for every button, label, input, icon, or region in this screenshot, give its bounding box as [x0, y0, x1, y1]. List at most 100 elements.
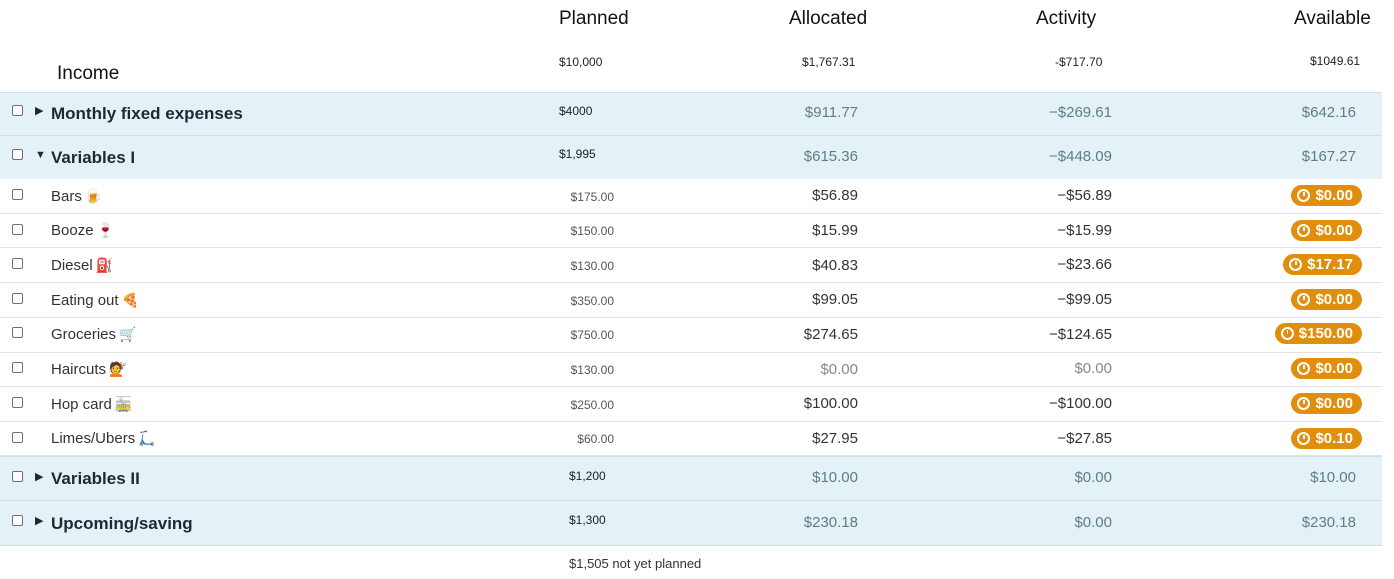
group-planned[interactable]: $1,300: [569, 513, 606, 527]
category-planned[interactable]: $175.00: [570, 190, 614, 204]
available-badge[interactable]: $0.00: [1291, 289, 1362, 310]
category-activity: −$99.05: [1057, 291, 1112, 308]
income-available: $1049.61: [1310, 54, 1361, 68]
category-allocated[interactable]: $56.89: [812, 187, 858, 204]
category-name[interactable]: Booze 🍷: [51, 222, 114, 239]
group-planned[interactable]: $1,995: [559, 147, 596, 161]
category-name[interactable]: Groceries 🛒: [51, 326, 137, 343]
group-checkbox[interactable]: [12, 149, 23, 160]
category-row-hop-card[interactable]: Hop card 🚋 $250.00 $100.00 −$100.00 $0.00: [0, 387, 1382, 422]
available-badge[interactable]: $0.00: [1291, 393, 1362, 414]
category-checkbox[interactable]: [12, 189, 23, 200]
category-planned[interactable]: $150.00: [570, 224, 614, 238]
category-planned[interactable]: $60.00: [577, 432, 614, 446]
category-activity: −$27.85: [1057, 430, 1112, 447]
category-row-haircuts[interactable]: Haircuts 💇 $130.00 $0.00 $0.00 $0.00: [0, 353, 1382, 387]
group-name: Variables I: [51, 148, 136, 167]
category-row-booze[interactable]: Booze 🍷 $150.00 $15.99 −$15.99 $0.00: [0, 214, 1382, 248]
category-checkbox[interactable]: [12, 362, 23, 373]
category-checkbox[interactable]: [12, 327, 23, 338]
income-label: Income: [57, 63, 120, 84]
shopping-cart-icon: 🛒: [119, 326, 137, 342]
clock-icon: [1280, 327, 1294, 340]
available-badge[interactable]: $0.00: [1291, 220, 1362, 241]
group-available: $230.18: [1301, 514, 1356, 531]
category-allocated[interactable]: $0.00: [820, 361, 858, 378]
available-badge[interactable]: $0.00: [1291, 358, 1362, 379]
category-row-diesel[interactable]: Diesel ⛽ $130.00 $40.83 −$23.66 $17.17: [0, 248, 1382, 283]
group-checkbox[interactable]: [12, 105, 23, 116]
category-row-eating-out[interactable]: Eating out 🍕 $350.00 $99.05 −$99.05 $0.00: [0, 283, 1382, 318]
collapse-arrow-icon[interactable]: ▼: [35, 149, 46, 161]
expand-arrow-icon[interactable]: ▶: [35, 105, 44, 117]
category-row-groceries[interactable]: Groceries 🛒 $750.00 $274.65 −$124.65 $150…: [0, 318, 1382, 353]
category-allocated[interactable]: $40.83: [812, 257, 858, 274]
category-checkbox[interactable]: [12, 397, 23, 408]
group-activity: −$269.61: [1049, 104, 1112, 121]
haircut-icon: 💇: [109, 361, 127, 377]
beer-mug-icon: 🍺: [84, 188, 103, 204]
expand-arrow-icon[interactable]: ▶: [35, 515, 44, 527]
group-allocated: $10.00: [812, 469, 858, 486]
group-allocated: $911.77: [804, 104, 858, 121]
category-name[interactable]: Eating out 🍕: [51, 292, 139, 309]
category-planned[interactable]: $250.00: [570, 398, 614, 412]
header-available: Available: [1294, 8, 1371, 29]
category-row-limes-ubers[interactable]: Limes/Ubers 🛴 $60.00 $27.95 −$27.85 $0.10: [0, 422, 1382, 456]
category-planned[interactable]: $130.00: [570, 259, 614, 273]
category-planned[interactable]: $130.00: [570, 363, 614, 377]
category-checkbox[interactable]: [12, 224, 23, 235]
category-allocated[interactable]: $27.95: [812, 430, 858, 447]
group-row-monthly-fixed-expenses[interactable]: ▶ Monthly fixed expenses $4000 $911.77 −…: [0, 92, 1382, 136]
group-checkbox[interactable]: [12, 515, 23, 526]
category-planned[interactable]: $750.00: [570, 328, 614, 342]
income-allocated: $1,767.31: [802, 55, 856, 69]
category-allocated[interactable]: $100.00: [803, 395, 858, 412]
header-activity: Activity: [1036, 8, 1097, 29]
group-activity: $0.00: [1074, 469, 1112, 486]
group-checkbox[interactable]: [12, 471, 23, 482]
category-checkbox[interactable]: [12, 293, 23, 304]
group-planned[interactable]: $4000: [559, 104, 593, 118]
category-name[interactable]: Hop card 🚋: [51, 396, 133, 413]
group-planned[interactable]: $1,200: [569, 469, 606, 483]
category-allocated[interactable]: $274.65: [803, 326, 858, 343]
available-badge[interactable]: $0.00: [1291, 185, 1362, 206]
group-name: Upcoming/saving: [51, 514, 193, 533]
group-available: $642.16: [1301, 104, 1356, 121]
tram-icon: 🚋: [114, 396, 133, 412]
category-name[interactable]: Limes/Ubers 🛴: [51, 430, 156, 447]
category-allocated[interactable]: $15.99: [812, 222, 858, 239]
category-checkbox[interactable]: [12, 432, 23, 443]
category-name[interactable]: Bars 🍺: [51, 188, 103, 205]
category-activity: −$124.65: [1049, 326, 1112, 343]
category-row-bars[interactable]: Bars 🍺 $175.00 $56.89 −$56.89 $0.00: [0, 179, 1382, 214]
group-activity: $0.00: [1074, 514, 1112, 531]
clock-icon: [1297, 362, 1311, 375]
category-name[interactable]: Diesel ⛽: [51, 257, 114, 274]
available-badge[interactable]: $17.17: [1283, 254, 1362, 275]
group-row-variables-i[interactable]: ▼ Variables I $1,995 $615.36 −$448.09 $1…: [0, 135, 1382, 180]
clock-icon: [1297, 397, 1311, 410]
group-row-variables-ii[interactable]: ▶ Variables II $1,200 $10.00 $0.00 $10.0…: [0, 456, 1382, 501]
category-activity: −$56.89: [1057, 187, 1112, 204]
available-badge[interactable]: $0.10: [1291, 428, 1362, 449]
group-available: $10.00: [1310, 469, 1356, 486]
clock-icon: [1297, 293, 1311, 306]
header-allocated: Allocated: [789, 8, 868, 29]
income-planned: $10,000: [559, 55, 603, 69]
available-badge[interactable]: $150.00: [1274, 323, 1362, 344]
income-activity: -$717.70: [1055, 55, 1103, 69]
category-planned[interactable]: $350.00: [570, 294, 614, 308]
scooter-icon: 🛴: [138, 430, 156, 446]
clock-icon: [1297, 432, 1311, 445]
group-allocated: $615.36: [803, 148, 858, 165]
category-allocated[interactable]: $99.05: [812, 291, 858, 308]
category-checkbox[interactable]: [12, 258, 23, 269]
group-row-upcoming-saving[interactable]: ▶ Upcoming/saving $1,300 $230.18 $0.00 $…: [0, 500, 1382, 546]
expand-arrow-icon[interactable]: ▶: [35, 471, 44, 483]
fuel-pump-icon: ⛽: [95, 257, 114, 273]
category-name[interactable]: Haircuts 💇: [51, 361, 127, 378]
category-activity: $0.00: [1074, 360, 1112, 377]
group-name: Variables II: [51, 469, 140, 488]
